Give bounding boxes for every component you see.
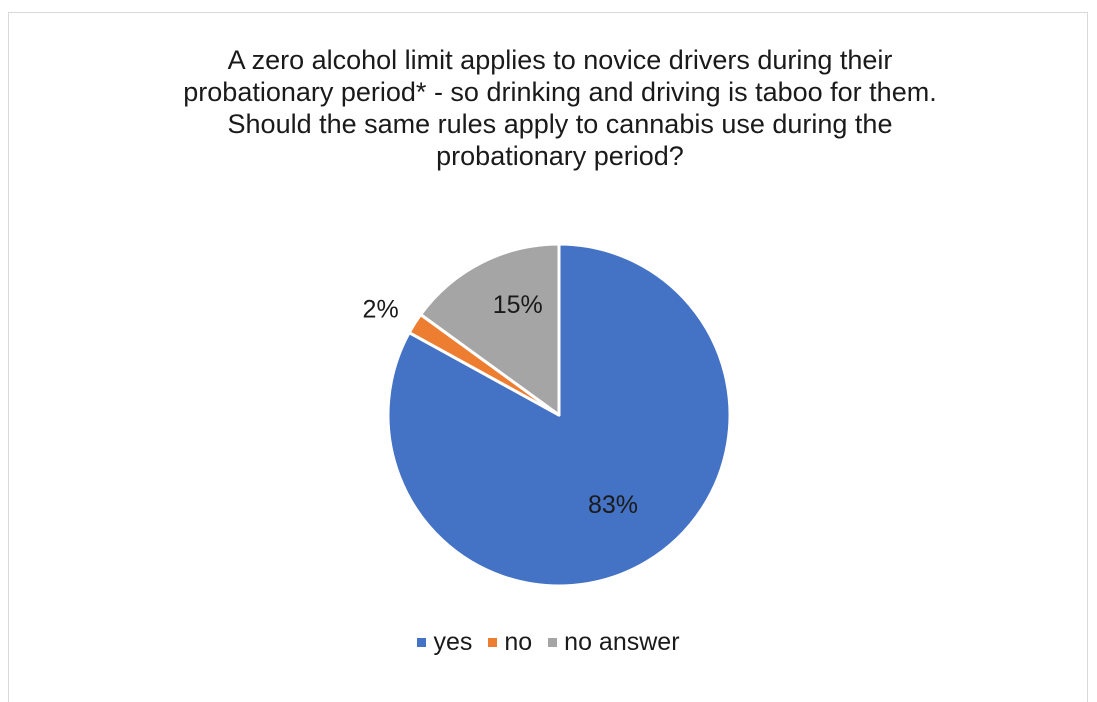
chart-frame: [8, 12, 1088, 702]
legend-swatch-no-answer: [548, 638, 558, 647]
pie-slice-no-answer: [419, 242, 561, 417]
legend-label-no-answer: no answer: [564, 628, 680, 656]
legend-label-yes: yes: [433, 628, 473, 656]
chart-title: A zero alcohol limit applies to novice d…: [183, 45, 937, 171]
data-label-no: 2%: [363, 295, 399, 323]
data-label-yes: 83%: [588, 491, 638, 519]
pie-data-labels: 83% 2% 15%: [363, 291, 638, 519]
legend-swatch-no: [488, 638, 498, 647]
legend-item-no: no: [488, 628, 532, 657]
legend-item-yes: yes: [417, 628, 472, 657]
legend-label-no: no: [504, 628, 533, 656]
pie-slices: [386, 242, 732, 588]
legend-item-no-answer: no answer: [548, 628, 680, 657]
data-label-no-answer: 15%: [493, 291, 543, 319]
legend-swatch-yes: [417, 638, 427, 647]
pie-slice-yes: [386, 242, 732, 588]
chart-legend: yes no no answer: [0, 628, 1097, 657]
